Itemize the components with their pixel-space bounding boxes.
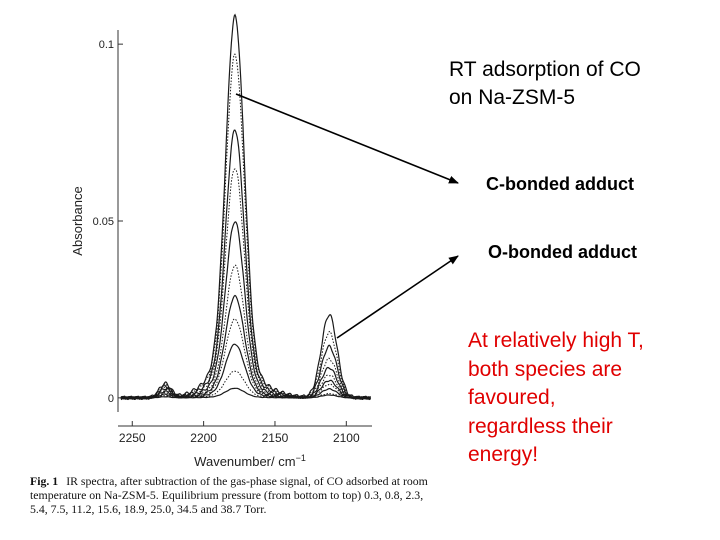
note-line-5: energy!: [468, 443, 539, 466]
o-bonded-label: O-bonded adduct: [488, 242, 637, 262]
x-tick-label: 2150: [262, 431, 289, 445]
note-line-2: both species are: [468, 357, 623, 381]
x-tick-label: 2200: [190, 431, 217, 445]
note-line-3: favoured,: [468, 386, 556, 409]
spectrum-line-8: [120, 168, 371, 400]
y-tick-label: 0: [108, 393, 114, 405]
y-tick-label: 0.1: [99, 39, 114, 51]
y-axis-label: Absorbance: [70, 186, 85, 255]
spectrum-line-11: [120, 13, 372, 401]
chart-axes: 0 0.05 0.1 2250 2200 2150 2100 Wavenumber/ cm−1…: [70, 30, 372, 469]
caption-text: IR spectra, after subtraction of the gas…: [30, 474, 428, 516]
spectra-series: [120, 13, 372, 401]
x-axis-label: Wavenumber/ cm−1: [194, 453, 306, 469]
caption-lead: Fig. 1: [30, 474, 59, 488]
spectrum-line-5: [120, 294, 371, 400]
spectrum-line-9: [120, 129, 371, 400]
spectrum-line-1: [120, 387, 371, 399]
note-text: At relatively high T, both species are f…: [468, 327, 688, 470]
spectrum-line-4: [120, 318, 371, 399]
note-line-4: regardless their: [468, 414, 613, 438]
x-tick-label: 2250: [119, 431, 146, 445]
spectrum-line-6: [120, 264, 371, 400]
arrow-o-bonded: [336, 255, 459, 339]
arrow-c-bonded: [235, 93, 459, 184]
spectrum-line-10: [120, 53, 372, 400]
annotation-arrows: [235, 93, 459, 339]
c-bonded-label: C-bonded adduct: [486, 174, 634, 194]
x-tick-label: 2100: [333, 431, 360, 445]
slide-title: RT adsorption of CO on Na-ZSM-5: [449, 56, 641, 112]
note-line-1: At relatively high T,: [468, 329, 644, 352]
title-line-2: on Na-ZSM-5: [449, 86, 576, 109]
title-line-1: RT adsorption of CO: [449, 58, 641, 81]
spectrum-line-3: [120, 343, 371, 399]
y-tick-label: 0.05: [93, 216, 114, 228]
figure-caption: Fig. 1 IR spectra, after subtraction of t…: [30, 474, 440, 516]
spectrum-line-7: [120, 221, 372, 400]
